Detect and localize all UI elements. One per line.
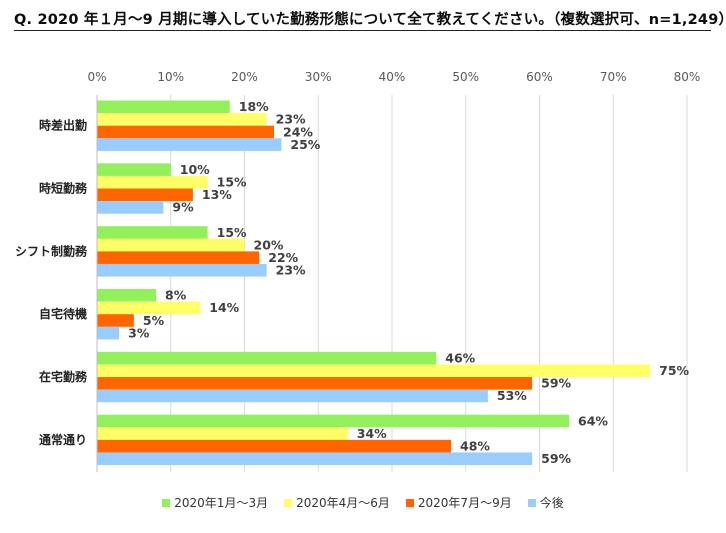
x-tick-label: 60% <box>526 70 553 84</box>
bar <box>97 100 230 114</box>
data-label: 15% <box>217 225 247 240</box>
bar <box>97 125 274 139</box>
data-label: 18% <box>239 99 269 114</box>
bar <box>97 452 533 466</box>
bar <box>97 163 171 176</box>
bar <box>97 138 282 151</box>
bar <box>97 175 208 189</box>
legend-item: 2020年4月～6月 <box>284 494 390 511</box>
data-labels: 18%23%24%25%10%15%13%9%15%20%22%23%8%14%… <box>128 99 689 466</box>
bar <box>97 238 245 252</box>
data-label: 75% <box>659 363 689 378</box>
data-label: 8% <box>165 288 187 303</box>
bar <box>97 427 348 440</box>
bar <box>97 251 260 264</box>
data-label: 25% <box>290 137 320 152</box>
x-tick-label: 70% <box>600 70 627 84</box>
x-tick-label: 50% <box>452 70 479 84</box>
data-label: 9% <box>172 200 194 215</box>
data-label: 46% <box>445 350 475 365</box>
bar <box>97 226 208 239</box>
legend-swatch <box>405 498 414 507</box>
category-label: 在宅勤務 <box>39 369 88 384</box>
legend-label: 2020年4月～6月 <box>296 496 390 510</box>
category-label: 時短勤務 <box>39 181 88 196</box>
bar <box>97 201 164 214</box>
bar <box>97 351 437 365</box>
legend-swatch <box>527 498 536 507</box>
data-label: 59% <box>541 376 571 391</box>
bar <box>97 389 488 403</box>
x-tick-label: 20% <box>231 70 258 84</box>
data-label: 13% <box>202 187 232 202</box>
data-label: 22% <box>268 250 298 265</box>
x-axis-ticks: 0% 10% 20% 30% 40% 50% 60% 70% 80% <box>87 70 700 84</box>
title-underline <box>14 30 711 31</box>
bar <box>97 113 267 126</box>
data-label: 10% <box>180 162 210 177</box>
bars <box>97 100 651 466</box>
legend-item: 2020年7月～9月 <box>405 494 512 511</box>
gridlines <box>170 95 688 472</box>
data-label: 5% <box>143 313 165 328</box>
data-label: 53% <box>497 388 527 403</box>
data-label: 3% <box>128 325 150 340</box>
x-tick-label: 80% <box>674 70 701 84</box>
x-tick-label: 0% <box>87 70 106 84</box>
bar <box>97 301 201 315</box>
data-label: 14% <box>209 300 239 315</box>
data-label: 20% <box>254 237 284 252</box>
bar <box>97 188 193 202</box>
category-label: 通常通り <box>39 432 87 447</box>
chart-title: Q. 2020 年１月～9 月期に導入していた勤務形態について全て教えてください… <box>14 12 726 28</box>
data-label: 23% <box>276 112 306 127</box>
x-tick-label: 10% <box>157 70 184 84</box>
category-label: シフト制勤務 <box>15 243 88 258</box>
x-tick-label: 40% <box>379 70 406 84</box>
data-label: 64% <box>578 413 608 428</box>
data-label: 23% <box>276 263 306 278</box>
category-label: 時差出勤 <box>39 118 87 133</box>
legend-label: 今後 <box>539 496 564 510</box>
bar <box>97 439 451 453</box>
data-label: 24% <box>283 124 313 139</box>
x-tick-label: 30% <box>305 70 332 84</box>
data-label: 15% <box>217 175 247 190</box>
bar <box>97 414 569 428</box>
bar <box>97 263 267 277</box>
data-label: 48% <box>460 438 490 453</box>
legend-swatch <box>162 498 171 507</box>
legend-label: 2020年7月～9月 <box>417 496 512 510</box>
legend-item: 今後 <box>527 494 564 511</box>
legend-item: 2020年1月～3月 <box>162 494 268 511</box>
bar <box>97 289 156 302</box>
bar <box>97 364 651 378</box>
category-label: 自宅待機 <box>39 306 87 321</box>
legend-label: 2020年1月～3月 <box>174 496 269 510</box>
bar <box>97 326 120 340</box>
data-label: 34% <box>357 426 387 441</box>
legend-swatch <box>284 498 293 507</box>
legend: 2020年1月～3月 2020年4月～6月 2020年7月～9月 今後 <box>0 494 726 511</box>
bar <box>97 314 134 327</box>
data-label: 59% <box>541 451 571 466</box>
bar <box>97 377 533 390</box>
